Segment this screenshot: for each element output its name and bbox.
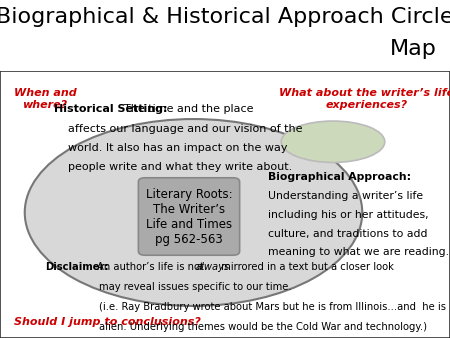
Ellipse shape xyxy=(281,121,385,163)
Text: culture, and traditions to add: culture, and traditions to add xyxy=(268,228,427,239)
Ellipse shape xyxy=(25,119,362,306)
Text: may reveal issues specific to our time.: may reveal issues specific to our time. xyxy=(99,282,292,292)
Text: Literary Roots:
The Writer’s
Life and Times
pg 562-563: Literary Roots: The Writer’s Life and Ti… xyxy=(146,188,232,245)
Text: (i.e. Ray Bradbury wrote about Mars but he is from Illinois...and  he is not an: (i.e. Ray Bradbury wrote about Mars but … xyxy=(99,302,450,312)
Text: Disclaimer:: Disclaimer: xyxy=(45,262,108,272)
Text: The time and the place: The time and the place xyxy=(124,104,253,114)
Text: world. It also has an impact on the way: world. It also has an impact on the way xyxy=(68,143,287,153)
FancyBboxPatch shape xyxy=(139,178,239,255)
Text: people write and what they write about.: people write and what they write about. xyxy=(68,162,292,172)
Text: always: always xyxy=(196,262,230,272)
Text: Biographical & Historical Approach Circle: Biographical & Historical Approach Circl… xyxy=(0,7,450,27)
Text: affects our language and our vision of the: affects our language and our vision of t… xyxy=(68,124,302,134)
Text: meaning to what we are reading.: meaning to what we are reading. xyxy=(268,247,449,257)
Text: Biographical Approach:: Biographical Approach: xyxy=(268,172,411,183)
Text: including his or her attitudes,: including his or her attitudes, xyxy=(268,210,428,220)
Text: Understanding a writer’s life: Understanding a writer’s life xyxy=(268,191,423,201)
Text: Should I jump to conclusions?: Should I jump to conclusions? xyxy=(14,317,200,327)
Text: An author’s life is not: An author’s life is not xyxy=(97,262,207,272)
Text: What about the writer’s life
experiences?: What about the writer’s life experiences… xyxy=(279,88,450,110)
Text: Historical Setting:: Historical Setting: xyxy=(54,104,167,114)
Text: When and
where?: When and where? xyxy=(14,88,76,110)
Text: alien. Underlying themes would be the Cold War and technology.): alien. Underlying themes would be the Co… xyxy=(99,322,427,332)
Text: mirrored in a text but a closer look: mirrored in a text but a closer look xyxy=(218,262,394,272)
Text: Map: Map xyxy=(390,39,436,59)
